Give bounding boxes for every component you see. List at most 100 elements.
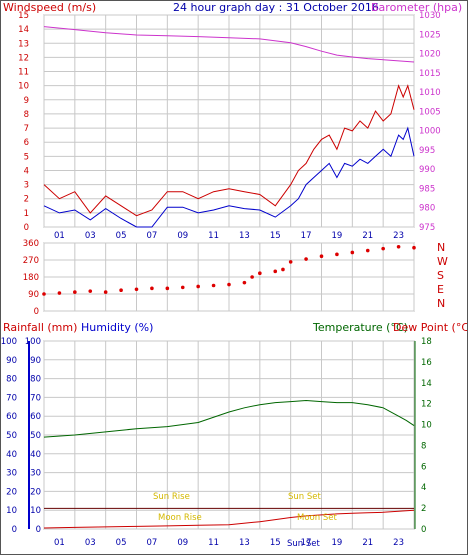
compass-label: W [437,255,448,268]
temperature-tick-label: 14 [421,379,432,389]
direction-tick-label: 270 [23,256,39,266]
humidity-label: Humidity (%) [81,321,153,334]
direction-tick-label: 90 [28,290,39,300]
wind-x-tick-label: 23 [393,231,404,241]
wind-x-tick-label: 19 [332,231,343,241]
temperature-tick-label: 6 [421,462,426,472]
temperature-tick-label: 2 [421,504,426,514]
climate-x-tick-label: 17 [301,538,312,548]
wind-tick-label: 3 [24,181,29,191]
barometer-tick-label: 995 [419,146,435,156]
rain-tick-label: 40 [6,450,17,460]
wind-tick-label: 2 [24,195,29,205]
rainfall-label: Rainfall (mm) [3,321,77,334]
wind-tick-label: 5 [24,152,29,162]
temperature-tick-label: 12 [421,400,432,410]
barometer-tick-label: 1015 [419,69,441,79]
climate-x-tick-label: 07 [147,538,158,548]
wind-tick-label: 4 [24,166,29,176]
rain-tick-label: 80 [6,375,17,385]
climate-x-tick-label: 11 [208,538,219,548]
windspeed-gust-line [43,84,415,217]
temperature-line [43,399,415,438]
direction-point [242,280,247,285]
sun-set-label: Sun Set [288,492,321,502]
humidity-tick-label: 70 [30,393,41,403]
wind-tick-label: 14 [18,25,29,35]
direction-point [88,289,93,293]
direction-point [196,284,200,289]
barometer-tick-label: 985 [419,184,435,194]
humidity-tick-label: 10 [30,506,41,516]
direction-point [335,252,339,257]
direction-point [103,290,108,294]
compass-label: N [437,297,445,310]
barometer-label: Barometer (hpa) [371,1,462,14]
bottom-sun-set-label: Sun Set [287,539,320,549]
barometer-tick-label: 1000 [419,127,441,137]
wind-tick-label: 11 [18,68,29,78]
moon-rise-label: Moon Rise [158,513,202,523]
humidity-tick-label: 100 [25,337,41,347]
climate-panel-grid [43,340,415,530]
humidity-tick-label: 80 [30,375,41,385]
direction-point [319,254,324,259]
compass-label: E [437,283,444,296]
direction-tick-label: 360 [23,239,39,249]
direction-panel-grid [43,242,415,312]
direction-point [73,290,77,294]
climate-x-tick-label: 03 [85,538,96,548]
wind-x-tick-label: 01 [54,231,65,241]
direction-point [288,260,293,264]
wind-tick-label: 9 [24,96,29,106]
barometer-tick-label: 1025 [419,30,441,40]
rain-tick-label: 0 [12,525,17,535]
direction-points [42,244,416,296]
barometer-tick-label: 1005 [419,107,441,117]
direction-point [396,244,401,249]
humidity-tick-label: 30 [30,469,41,479]
direction-point [150,286,154,291]
wind-x-tick-label: 03 [85,231,96,241]
barometer-tick-label: 975 [419,223,435,233]
climate-x-tick-label: 13 [239,538,250,548]
humidity-tick-label: 50 [30,431,41,441]
wind-tick-label: 0 [24,223,29,233]
temperature-tick-label: 16 [421,358,432,368]
direction-point [350,250,355,255]
direction-point [304,257,308,261]
dewpoint-label: Dew Point (°C) [393,321,467,334]
direction-point [281,267,285,272]
barometer-tick-label: 980 [419,204,435,214]
direction-point [57,291,62,295]
direction-point [227,282,231,287]
direction-point [42,292,46,296]
direction-tick-label: 0 [34,307,39,317]
direction-point [211,283,216,288]
barometer-tick-label: 990 [419,165,435,175]
humidity-tick-label: 40 [30,450,41,460]
temperature-tick-label: 18 [421,337,432,347]
rain-tick-label: 90 [6,356,17,366]
compass-label: S [437,269,444,282]
humidity-tick-label: 20 [30,487,41,497]
climate-x-tick-label: 21 [362,538,373,548]
direction-point [134,287,139,292]
chart-title: 24 hour graph day : 31 October 2016 [173,1,379,14]
rain-tick-label: 100 [1,337,17,347]
wind-x-tick-label: 15 [270,231,281,241]
climate-x-tick-label: 19 [332,538,343,548]
rain-tick-label: 30 [6,469,17,479]
wind-panel-grid [43,14,415,228]
barometer-tick-label: 1030 [419,11,441,21]
direction-point [250,275,254,279]
dewpoint-line [43,509,415,529]
rain-tick-label: 70 [6,393,17,403]
wind-x-tick-label: 21 [362,231,373,241]
compass-label: N [437,241,445,254]
temperature-tick-label: 10 [421,421,432,431]
direction-point [273,269,278,274]
wind-x-tick-label: 11 [208,231,219,241]
